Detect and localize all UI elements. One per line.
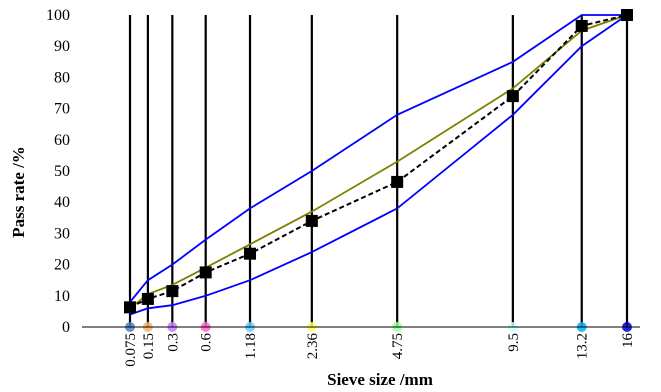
x-tick-label: 0.15 xyxy=(141,333,157,359)
y-tick-label: 20 xyxy=(54,257,70,274)
y-tick-label: 10 xyxy=(54,288,70,305)
x-tick-label: 13.2 xyxy=(575,333,591,359)
data-point xyxy=(199,266,212,279)
data-point xyxy=(575,19,588,32)
x-tick-label: 4.75 xyxy=(390,333,406,359)
y-tick-label: 50 xyxy=(54,163,70,180)
series-line xyxy=(129,14,628,310)
y-tick-label: 100 xyxy=(46,7,70,24)
series-layer xyxy=(124,9,633,316)
x-tick-label: 1.18 xyxy=(243,333,259,359)
x-tick-label: 9.5 xyxy=(506,333,522,352)
data-point xyxy=(166,285,179,298)
y-tick-label: 90 xyxy=(54,38,70,55)
y-tick-label: 60 xyxy=(54,132,70,149)
x-tick-label: 0.3 xyxy=(165,333,181,352)
data-point xyxy=(391,175,404,188)
sieve-gridlines xyxy=(128,15,629,327)
x-tick-label: 2.36 xyxy=(305,333,321,360)
x-tick-label: 0.6 xyxy=(199,333,215,352)
y-axis-title: Pass rate /% xyxy=(9,146,28,238)
y-tick-label: 70 xyxy=(54,101,70,118)
x-tick-label: 16 xyxy=(620,333,636,349)
x-tick-label: 0.075 xyxy=(123,333,139,367)
series-line xyxy=(129,14,627,303)
data-point xyxy=(141,292,154,305)
y-tick-label: 80 xyxy=(54,69,70,86)
series-line xyxy=(129,14,628,316)
y-tick-label: 30 xyxy=(54,225,70,242)
data-point xyxy=(124,301,136,314)
data-point xyxy=(506,90,519,103)
series-line xyxy=(129,14,628,309)
data-point xyxy=(244,247,257,260)
data-point xyxy=(305,214,318,227)
y-tick-label: 0 xyxy=(62,319,70,336)
x-axis-ticks: 0.075 0.15 0.3 0.6 1.18 2.36 4.75 9.5 13.2 16 xyxy=(123,333,636,367)
data-point xyxy=(621,9,633,21)
y-tick-label: 40 xyxy=(54,194,70,211)
x-axis-title: Sieve size /mm xyxy=(327,370,433,389)
y-axis-ticks: 0 10 20 30 40 50 60 70 80 90 100 xyxy=(46,7,70,336)
